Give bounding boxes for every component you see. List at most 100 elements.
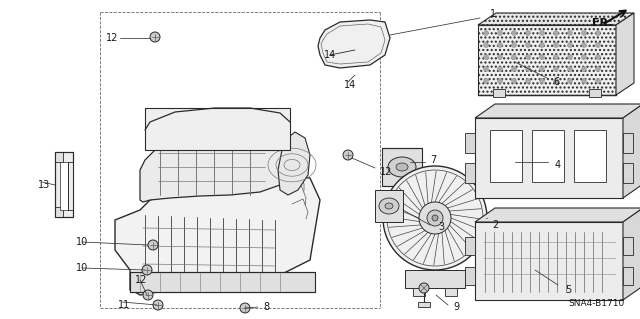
Text: 12: 12 <box>135 275 147 285</box>
Ellipse shape <box>483 78 488 84</box>
Bar <box>465 133 475 153</box>
Ellipse shape <box>525 55 531 60</box>
Ellipse shape <box>540 78 545 84</box>
Bar <box>465 163 475 183</box>
Ellipse shape <box>383 166 487 270</box>
Ellipse shape <box>483 31 488 35</box>
Text: 1: 1 <box>490 9 496 19</box>
Polygon shape <box>155 130 270 148</box>
Polygon shape <box>278 132 310 195</box>
Ellipse shape <box>497 55 502 60</box>
Text: 8: 8 <box>263 302 269 312</box>
Bar <box>145 108 290 150</box>
Ellipse shape <box>525 42 531 48</box>
Bar <box>475 222 623 300</box>
Ellipse shape <box>525 78 531 84</box>
Ellipse shape <box>511 55 516 60</box>
Text: 14: 14 <box>344 80 356 90</box>
Bar <box>532 130 564 182</box>
Bar <box>478 25 616 95</box>
Ellipse shape <box>525 66 531 71</box>
Ellipse shape <box>554 78 559 84</box>
Ellipse shape <box>497 31 502 35</box>
Bar <box>493 89 505 97</box>
Ellipse shape <box>497 66 502 71</box>
Bar <box>623 267 633 285</box>
Ellipse shape <box>483 42 488 48</box>
Text: 6: 6 <box>553 77 559 87</box>
Bar <box>55 152 63 162</box>
Ellipse shape <box>568 55 573 60</box>
Ellipse shape <box>483 55 488 60</box>
Text: 11: 11 <box>118 300 131 310</box>
Bar <box>130 272 315 292</box>
Bar <box>418 302 430 307</box>
Ellipse shape <box>540 31 545 35</box>
Text: 3: 3 <box>438 222 444 232</box>
Ellipse shape <box>568 66 573 71</box>
Text: 14: 14 <box>324 50 336 60</box>
Ellipse shape <box>511 42 516 48</box>
Bar <box>623 163 633 183</box>
Ellipse shape <box>525 31 531 35</box>
Ellipse shape <box>388 157 416 177</box>
Bar <box>60 162 68 210</box>
Ellipse shape <box>419 202 451 234</box>
Ellipse shape <box>540 42 545 48</box>
Bar <box>413 288 425 296</box>
Text: 4: 4 <box>555 160 561 170</box>
Ellipse shape <box>143 290 153 300</box>
Text: FR.: FR. <box>592 18 612 28</box>
Bar <box>490 130 522 182</box>
Ellipse shape <box>568 42 573 48</box>
Text: SNA4-B1710: SNA4-B1710 <box>569 299 625 308</box>
Ellipse shape <box>582 55 586 60</box>
Ellipse shape <box>540 55 545 60</box>
Polygon shape <box>475 104 640 118</box>
Ellipse shape <box>497 42 502 48</box>
Bar <box>445 288 457 296</box>
Text: 7: 7 <box>430 155 436 165</box>
Ellipse shape <box>240 303 250 313</box>
Text: 12: 12 <box>380 167 392 177</box>
Ellipse shape <box>582 66 586 71</box>
Ellipse shape <box>343 150 353 160</box>
Polygon shape <box>623 104 640 198</box>
Polygon shape <box>140 130 300 202</box>
Bar <box>465 267 475 285</box>
Ellipse shape <box>153 300 163 310</box>
Ellipse shape <box>379 198 399 214</box>
Ellipse shape <box>483 66 488 71</box>
Ellipse shape <box>419 283 429 293</box>
Ellipse shape <box>142 265 152 275</box>
Ellipse shape <box>150 32 160 42</box>
Bar <box>55 152 73 217</box>
Ellipse shape <box>582 78 586 84</box>
Ellipse shape <box>148 240 158 250</box>
Ellipse shape <box>385 203 393 209</box>
Ellipse shape <box>595 31 600 35</box>
Ellipse shape <box>595 78 600 84</box>
Ellipse shape <box>511 78 516 84</box>
Polygon shape <box>616 13 634 95</box>
Ellipse shape <box>595 55 600 60</box>
Ellipse shape <box>540 66 545 71</box>
Polygon shape <box>478 13 634 25</box>
Ellipse shape <box>432 215 438 221</box>
Ellipse shape <box>582 42 586 48</box>
Polygon shape <box>623 208 640 300</box>
Bar <box>375 190 403 222</box>
Polygon shape <box>475 208 640 222</box>
Ellipse shape <box>554 66 559 71</box>
Bar <box>623 237 633 255</box>
Ellipse shape <box>427 210 443 226</box>
Text: 2: 2 <box>492 220 499 230</box>
Ellipse shape <box>497 78 502 84</box>
Text: 9: 9 <box>453 302 459 312</box>
Polygon shape <box>115 175 320 295</box>
Ellipse shape <box>568 31 573 35</box>
Ellipse shape <box>595 66 600 71</box>
Text: 10: 10 <box>76 237 88 247</box>
Text: 5: 5 <box>565 285 572 295</box>
Bar <box>405 270 465 288</box>
